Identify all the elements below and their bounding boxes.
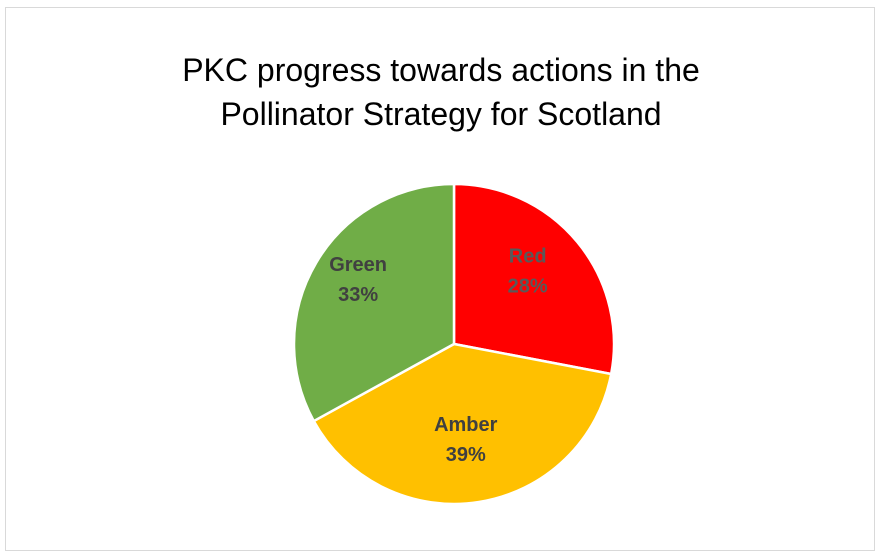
chart-title: PKC progress towards actions in the Poll… bbox=[6, 48, 876, 136]
pie-slice-green bbox=[292, 182, 456, 423]
slice-label-red: Red bbox=[509, 246, 547, 268]
slice-value-red: 28% bbox=[508, 276, 548, 298]
slice-value-green: 33% bbox=[338, 284, 378, 306]
chart-frame: PKC progress towards actions in the Poll… bbox=[5, 7, 875, 551]
chart-title-line-1: PKC progress towards actions in the bbox=[182, 52, 700, 88]
chart-title-line-2: Pollinator Strategy for Scotland bbox=[220, 96, 662, 132]
pie-slice-amber bbox=[312, 342, 613, 506]
pie-chart: Red 28% Amber 39% Green 33% bbox=[292, 182, 616, 506]
pie-slice-red bbox=[452, 182, 616, 376]
slice-label-amber: Amber bbox=[434, 414, 498, 436]
slice-label-green: Green bbox=[329, 254, 387, 276]
slice-value-amber: 39% bbox=[446, 444, 486, 466]
